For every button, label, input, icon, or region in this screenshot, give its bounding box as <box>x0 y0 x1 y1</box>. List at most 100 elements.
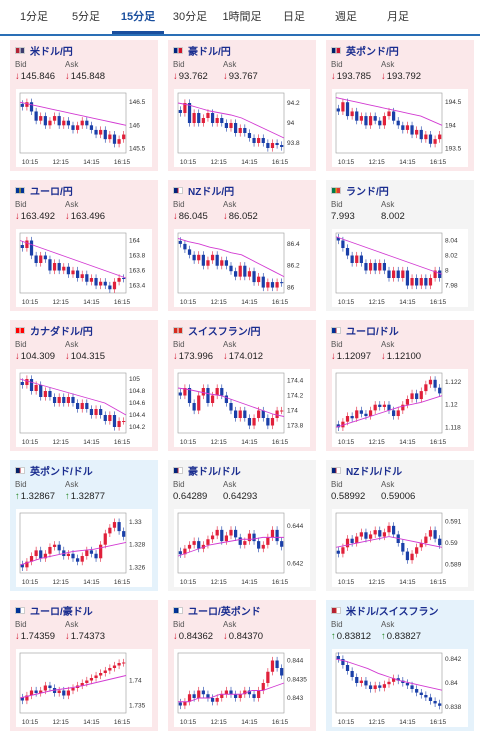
candle <box>220 529 224 542</box>
x-tick-label: 16:15 <box>430 159 447 166</box>
rate-card[interactable]: NZドル/円 Bid Ask ↓86.045 ↓86.052 10:15 12:15 14:1… <box>168 180 316 311</box>
rate-card[interactable]: スイスフラン/円 Bid Ask ↓173.996 ↓174.012 10:15 12:15… <box>168 320 316 451</box>
flag-icon <box>173 326 183 334</box>
candle <box>201 690 205 695</box>
tab-0[interactable]: 1分足 <box>19 11 49 23</box>
price-chart[interactable]: 10:15 12:15 14:15 16:15 164 163.8 163.6 163.4 <box>16 229 152 307</box>
candle <box>410 125 414 135</box>
candle <box>438 387 442 394</box>
rate-card[interactable]: ユーロ/円 Bid Ask ↓163.492 ↓163.496 10:15 12:15 14:… <box>10 180 158 311</box>
tab-2[interactable]: 15分足 <box>112 0 164 34</box>
candle <box>355 536 359 543</box>
candle <box>48 391 52 397</box>
rate-card[interactable]: 英ポンド/ドル Bid Ask ↑1.32867 ↑1.32877 10:15 12:15 1… <box>10 460 158 591</box>
y-tick-label: 8 <box>445 268 449 275</box>
rate-card-title[interactable]: 英ポンド/ドル <box>10 460 158 480</box>
rate-card-title[interactable]: カナダドル/円 <box>10 320 158 340</box>
bid-value: ↓0.84362 <box>173 630 223 644</box>
rate-card-title[interactable]: ユーロ/円 <box>10 180 158 200</box>
candle <box>261 276 265 288</box>
pair-name: スイスフラン/円 <box>188 326 261 338</box>
price-chart[interactable]: 10:15 12:15 14:15 16:15 105 104.8 104.6 104.4 10… <box>16 369 152 447</box>
candle <box>233 123 238 133</box>
candle <box>382 532 387 537</box>
y-tick-label: 145.5 <box>129 145 146 152</box>
candle <box>122 134 126 140</box>
tab-6[interactable]: 週足 <box>335 11 357 23</box>
price-chart[interactable]: 10:15 12:15 14:15 16:15 8.04 8.02 8 7.98 <box>332 229 468 307</box>
price-chart[interactable]: 10:15 12:15 14:15 16:15 1.74 1.735 <box>16 649 152 727</box>
price-chart[interactable]: 10:15 12:15 14:15 16:15 94.2 94 93.8 <box>174 89 310 167</box>
price-chart[interactable]: 10:15 12:15 14:15 16:15 146.5 146 145.5 <box>16 89 152 167</box>
candle <box>373 404 377 411</box>
candle <box>52 263 57 271</box>
candle <box>428 278 433 286</box>
rate-card[interactable]: 米ドル/円 Bid Ask ↓145.846 ↓145.848 10:15 12:15 14:… <box>10 40 158 171</box>
candle <box>266 671 270 683</box>
price-chart[interactable]: 10:15 12:15 14:15 16:15 1.122 1.12 1.118 <box>332 369 468 447</box>
candle <box>34 385 38 391</box>
price-chart[interactable]: 10:15 12:15 14:15 16:15 0.591 0.59 0.589 <box>332 509 468 587</box>
rate-card[interactable]: カナダドル/円 Bid Ask ↓104.309 ↓104.315 10:15 12:15 1… <box>10 320 158 451</box>
candle <box>122 421 126 422</box>
rate-card-title[interactable]: 米ドル/円 <box>10 40 158 60</box>
bid-price: 104.309 <box>20 351 56 362</box>
arrow-down-icon: ↓ <box>173 211 178 222</box>
candle <box>206 260 210 266</box>
candlestick-chart: 10:15 12:15 14:15 16:15 0.644 0.642 <box>177 512 304 586</box>
candle <box>378 530 382 537</box>
rate-card[interactable]: NZドル/ドル Bid Ask 0.58992 0.59006 10:15 12:15 14:… <box>326 460 474 591</box>
rate-card[interactable]: ランド/円 Bid Ask 7.993 8.002 10:15 12:15 14:15 16:1… <box>326 180 474 311</box>
candle <box>220 694 224 698</box>
rate-card[interactable]: 豪ドル/ドル Bid Ask 0.64289 0.64293 10:15 12:15 14:1… <box>168 460 316 591</box>
rate-card-title[interactable]: ユーロ/ドル <box>326 320 474 340</box>
rate-card-title[interactable]: ランド/円 <box>326 180 474 200</box>
rate-card[interactable]: 英ポンド/円 Bid Ask ↓193.785 ↓193.792 10:15 12:15 14… <box>326 40 474 171</box>
price-chart[interactable]: 10:15 12:15 14:15 16:15 194.5 194 193.5 <box>332 89 468 167</box>
bid-ask-labels: Bid Ask <box>10 480 158 490</box>
plot-area <box>335 92 443 154</box>
rate-card-title[interactable]: 英ポンド/円 <box>326 40 474 60</box>
ask-label: Ask <box>223 480 237 489</box>
rate-card[interactable]: ユーロ/豪ドル Bid Ask ↓1.74359 ↓1.74373 10:15 12:15 1… <box>10 600 158 731</box>
price-chart[interactable]: 10:15 12:15 14:15 16:15 0.842 0.84 0.838 <box>332 649 468 727</box>
rate-card-title[interactable]: ユーロ/豪ドル <box>10 600 158 620</box>
rate-card-title[interactable]: スイスフラン/円 <box>168 320 316 340</box>
rate-card[interactable]: ユーロ/英ポンド Bid Ask ↓0.84362 ↓0.84370 10:15 12:15… <box>168 600 316 731</box>
tab-1[interactable]: 5分足 <box>71 11 101 23</box>
ask-value: ↓104.315 <box>65 350 115 364</box>
rate-card[interactable]: 豪ドル/円 Bid Ask ↓93.762 ↓93.767 10:15 12:15 14:15… <box>168 40 316 171</box>
candle <box>433 701 437 704</box>
y-tick-label: 104.2 <box>129 424 146 431</box>
rate-card-title[interactable]: NZドル/円 <box>168 180 316 200</box>
arrow-down-icon: ↓ <box>15 351 20 362</box>
candle <box>85 120 89 126</box>
x-tick-label: 16:15 <box>114 579 131 586</box>
price-chart[interactable]: 10:15 12:15 14:15 16:15 0.644 0.642 <box>174 509 310 587</box>
tab-4[interactable]: 1時間足 <box>222 11 262 23</box>
tab-3[interactable]: 30分足 <box>172 11 208 23</box>
price-chart[interactable]: 10:15 12:15 14:15 16:15 174.4 174.2 174 173.8 <box>174 369 310 447</box>
price-chart[interactable]: 10:15 12:15 14:15 16:15 0.844 0.8435 0.843 <box>174 649 310 727</box>
candle <box>94 129 98 135</box>
rate-card[interactable]: ユーロ/ドル Bid Ask ↓1.12097 ↓1.12100 10:15 12:15 14… <box>326 320 474 451</box>
rate-card-title[interactable]: NZドル/ドル <box>326 460 474 480</box>
arrow-down-icon: ↓ <box>65 351 70 362</box>
tab-7[interactable]: 月足 <box>387 11 409 23</box>
candle <box>410 278 414 286</box>
rate-card[interactable]: 米ドル/スイスフラン Bid Ask ↑0.83812 ↑0.83827 10:15 12:… <box>326 600 474 731</box>
bid-value: ↓173.996 <box>173 350 223 364</box>
x-tick-label: 10:15 <box>338 299 355 306</box>
x-tick-label: 10:15 <box>338 579 355 586</box>
rate-card-title[interactable]: 豪ドル/ドル <box>168 460 316 480</box>
candle <box>103 533 107 545</box>
rate-card-title[interactable]: 豪ドル/円 <box>168 40 316 60</box>
price-chart[interactable]: 10:15 12:15 14:15 16:15 86.4 86.2 86 <box>174 229 310 307</box>
bid-label: Bid <box>15 200 27 209</box>
rate-card-title[interactable]: 米ドル/スイスフラン <box>326 600 474 620</box>
candle <box>210 535 215 540</box>
rate-card-title[interactable]: ユーロ/英ポンド <box>168 600 316 620</box>
price-chart[interactable]: 10:15 12:15 14:15 16:15 1.33 1.328 1.326 <box>16 509 152 587</box>
x-tick-label: 12:15 <box>53 299 70 306</box>
tab-5[interactable]: 日足 <box>283 11 305 23</box>
